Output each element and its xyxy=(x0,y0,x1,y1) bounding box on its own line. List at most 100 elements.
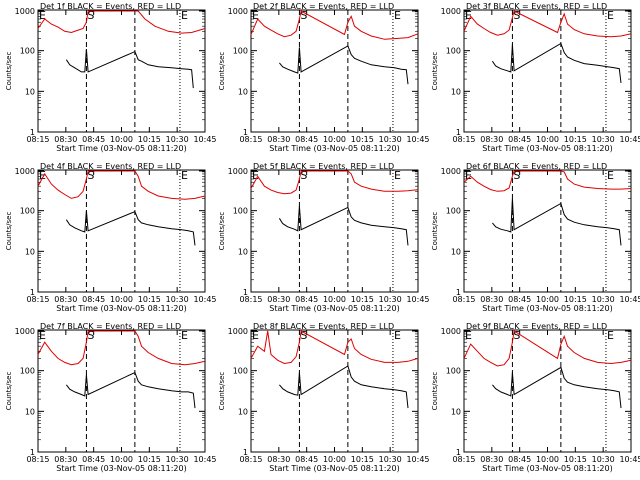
y-tick-label: 10 xyxy=(238,407,248,416)
y-tick-label: 1 xyxy=(243,288,248,297)
x-tick-label: 10:00 xyxy=(110,135,133,144)
y-axis-label: Counts/sec xyxy=(5,372,13,411)
y-tick-label: 10 xyxy=(25,247,35,256)
x-tick-label: 10:30 xyxy=(379,295,402,304)
x-tick-label: 10:30 xyxy=(166,295,189,304)
x-tick-label: 08:15 xyxy=(452,135,475,144)
marker-label: S xyxy=(513,169,520,182)
y-tick-label: 10 xyxy=(238,247,248,256)
y-tick-label: 1000 xyxy=(228,167,248,176)
x-tick-label: 08:45 xyxy=(295,135,318,144)
y-tick-label: 100 xyxy=(233,367,248,376)
panel-title: Det 3f BLACK = Events, RED = LLD xyxy=(466,2,607,11)
y-tick-label: 1 xyxy=(30,288,35,297)
x-tick-label: 10:15 xyxy=(351,135,374,144)
marker-label: S xyxy=(87,169,94,182)
x-axis-label: Start Time (03-Nov-05 08:11:20) xyxy=(56,304,186,313)
x-tick-label: 08:45 xyxy=(508,135,531,144)
x-tick-label: 10:45 xyxy=(406,295,429,304)
panel-title: Det 5f BLACK = Events, RED = LLD xyxy=(253,162,394,171)
detector-panel-4: Det 4f BLACK = Events, RED = LLD 1 10 100 10… xyxy=(5,162,217,313)
x-tick-label: 08:15 xyxy=(26,135,49,144)
marker-label: E xyxy=(252,9,259,22)
x-axis-label: Start Time (03-Nov-05 08:11:20) xyxy=(269,464,399,473)
marker-label: E xyxy=(181,169,188,182)
marker-label: S xyxy=(300,9,307,22)
detector-panel-5: Det 5f BLACK = Events, RED = LLD 1 10 100 10… xyxy=(218,162,430,313)
x-tick-label: 08:45 xyxy=(82,295,105,304)
x-tick-label: 08:15 xyxy=(452,455,475,464)
x-tick-label: 08:30 xyxy=(54,135,77,144)
series-lld-line xyxy=(37,170,206,200)
y-tick-label: 100 xyxy=(446,367,461,376)
x-tick-label: 10:45 xyxy=(193,135,216,144)
panel-title: Det 1f BLACK = Events, RED = LLD xyxy=(40,2,181,11)
x-tick-label: 10:15 xyxy=(138,295,161,304)
marker-label: E xyxy=(394,329,401,342)
x-tick-label: 10:45 xyxy=(619,135,640,144)
x-tick-label: 10:00 xyxy=(536,295,559,304)
marker-label: S xyxy=(87,9,94,22)
marker-label: E xyxy=(39,9,46,22)
x-tick-label: 10:45 xyxy=(406,135,429,144)
x-tick-label: 10:00 xyxy=(323,455,346,464)
panel-title: Det 4f BLACK = Events, RED = LLD xyxy=(40,162,181,171)
x-tick-label: 08:15 xyxy=(26,455,49,464)
x-tick-label: 08:15 xyxy=(239,295,262,304)
x-tick-label: 08:30 xyxy=(267,295,290,304)
x-tick-label: 10:45 xyxy=(193,295,216,304)
marker-label: E xyxy=(181,9,188,22)
x-tick-label: 08:30 xyxy=(267,455,290,464)
marker-label: S xyxy=(300,169,307,182)
y-tick-label: 10 xyxy=(25,87,35,96)
y-tick-label: 100 xyxy=(20,367,35,376)
x-tick-label: 10:45 xyxy=(193,455,216,464)
x-axis-label: Start Time (03-Nov-05 08:11:20) xyxy=(269,144,399,153)
series-events-line xyxy=(492,366,622,409)
marker-label: S xyxy=(87,329,94,342)
series-lld-line xyxy=(37,330,206,366)
detector-panel-7: Det 7f BLACK = Events, RED = LLD 1 10 100 10… xyxy=(5,322,217,473)
x-tick-label: 10:00 xyxy=(110,455,133,464)
series-events-line xyxy=(66,371,196,409)
x-tick-label: 08:30 xyxy=(267,135,290,144)
marker-label: S xyxy=(513,9,520,22)
x-tick-label: 10:15 xyxy=(564,295,587,304)
x-tick-label: 08:30 xyxy=(480,455,503,464)
x-tick-label: 10:00 xyxy=(536,135,559,144)
x-tick-label: 08:45 xyxy=(295,295,318,304)
marker-label: E xyxy=(465,329,472,342)
x-tick-label: 10:15 xyxy=(351,455,374,464)
y-tick-label: 1 xyxy=(30,128,35,137)
x-tick-label: 10:00 xyxy=(323,295,346,304)
x-tick-label: 08:45 xyxy=(82,135,105,144)
series-lld-line xyxy=(463,330,632,367)
y-tick-label: 1000 xyxy=(228,7,248,16)
series-lld-line xyxy=(463,10,632,38)
x-axis-label: Start Time (03-Nov-05 08:11:20) xyxy=(482,144,612,153)
y-tick-label: 100 xyxy=(446,47,461,56)
series-events-line xyxy=(65,210,196,246)
x-axis-label: Start Time (03-Nov-05 08:11:20) xyxy=(56,464,186,473)
x-tick-label: 08:15 xyxy=(452,295,475,304)
y-axis-label: Counts/sec xyxy=(431,212,439,251)
marker-label: E xyxy=(39,169,46,182)
y-tick-label: 100 xyxy=(20,47,35,56)
y-tick-label: 1 xyxy=(456,448,461,457)
panel-title: Det 8f BLACK = Events, RED = LLD xyxy=(253,322,394,331)
x-tick-label: 10:30 xyxy=(166,135,189,144)
y-tick-label: 1 xyxy=(30,448,35,457)
x-tick-label: 08:30 xyxy=(54,455,77,464)
y-tick-label: 1 xyxy=(456,288,461,297)
x-tick-label: 10:30 xyxy=(379,455,402,464)
marker-label: E xyxy=(465,169,472,182)
y-axis-label: Counts/sec xyxy=(5,212,13,251)
x-axis-label: Start Time (03-Nov-05 08:11:20) xyxy=(269,304,399,313)
detector-panel-3: Det 3f BLACK = Events, RED = LLD 1 10 100 10… xyxy=(431,2,640,153)
series-lld-line xyxy=(250,330,419,365)
y-tick-label: 10 xyxy=(451,247,461,256)
marker-label: E xyxy=(181,329,188,342)
y-tick-label: 1000 xyxy=(228,327,248,336)
x-tick-label: 10:00 xyxy=(110,295,133,304)
y-axis-label: Counts/sec xyxy=(218,372,226,411)
